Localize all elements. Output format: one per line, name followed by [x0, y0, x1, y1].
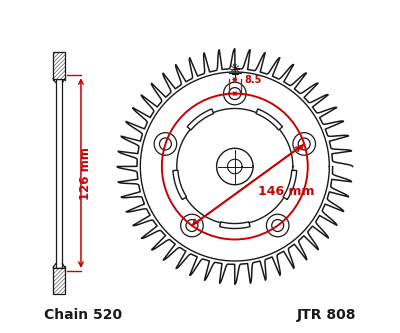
Polygon shape: [283, 170, 297, 199]
Text: 126 mm: 126 mm: [80, 147, 92, 199]
Circle shape: [272, 219, 284, 231]
FancyBboxPatch shape: [56, 79, 62, 268]
FancyBboxPatch shape: [53, 268, 65, 294]
FancyBboxPatch shape: [53, 52, 65, 79]
Circle shape: [229, 88, 241, 100]
Polygon shape: [187, 109, 214, 130]
Text: JTR 808: JTR 808: [296, 308, 356, 322]
Text: 146 mm: 146 mm: [258, 185, 314, 198]
Circle shape: [160, 138, 172, 150]
Polygon shape: [256, 109, 282, 130]
Polygon shape: [173, 170, 186, 199]
Text: 8.5: 8.5: [245, 75, 262, 85]
Circle shape: [186, 219, 198, 231]
Circle shape: [298, 138, 310, 150]
Text: Chain 520: Chain 520: [44, 308, 122, 322]
Polygon shape: [220, 222, 250, 228]
